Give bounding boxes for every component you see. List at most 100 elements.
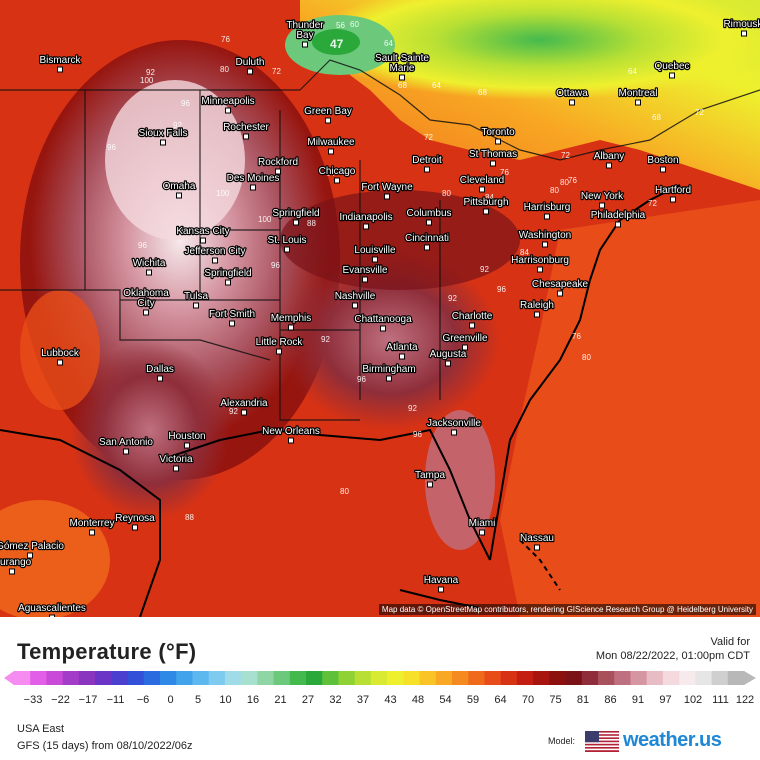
- svg-text:Montreal: Montreal: [619, 88, 658, 99]
- city-springfield: Springfield: [203, 267, 253, 286]
- svg-text:Tulsa: Tulsa: [184, 291, 209, 302]
- isotherm-label: 96: [138, 241, 147, 250]
- scale-tick-label: 27: [301, 694, 315, 706]
- city-green-bay: Green Bay: [303, 105, 353, 124]
- svg-text:Birmingham: Birmingham: [362, 364, 415, 375]
- scale-arrow-left: [4, 671, 14, 685]
- svg-text:Jacksonville: Jacksonville: [427, 418, 481, 429]
- svg-text:Miami: Miami: [469, 518, 496, 529]
- svg-text:Raleigh: Raleigh: [520, 300, 554, 311]
- isotherm-label: 76: [221, 35, 230, 44]
- svg-text:Atlanta: Atlanta: [386, 342, 418, 353]
- scale-tick-label: −11: [106, 694, 125, 706]
- scale-swatch: [435, 671, 453, 685]
- svg-text:Durango: Durango: [0, 557, 32, 568]
- scale-swatch: [46, 671, 64, 685]
- valid-time: Mon 08/22/2022, 01:00pm CDT: [595, 650, 750, 662]
- weather-us-logo[interactable]: weather.us: [623, 729, 722, 751]
- scale-tick-label: 5: [194, 694, 202, 706]
- isotherm-label: 80: [220, 65, 229, 74]
- city-des-moines: Des Moines: [225, 172, 281, 191]
- scale-tick-label: 48: [411, 694, 425, 706]
- isotherm-label: 92: [321, 335, 330, 344]
- scale-tick-label: −22: [51, 694, 70, 706]
- scale-swatch: [224, 671, 242, 685]
- isotherm-label: 72: [648, 199, 657, 208]
- svg-text:San Antonio: San Antonio: [99, 437, 153, 448]
- temp-zone-lubbock: [20, 290, 100, 410]
- city-little-rock: Little Rock: [254, 336, 305, 355]
- scale-swatch: [322, 671, 340, 685]
- scale-swatch: [516, 671, 534, 685]
- isotherm-label: 84: [520, 248, 529, 257]
- city-dallas: Dallas: [145, 363, 175, 382]
- scale-swatch: [111, 671, 129, 685]
- svg-text:Springfield: Springfield: [204, 268, 251, 279]
- temp-zone-mexico: [0, 500, 110, 617]
- svg-text:Des Moines: Des Moines: [227, 173, 280, 184]
- scale-tick-label: 75: [549, 694, 562, 706]
- city-st-thomas: St Thomas: [468, 148, 518, 167]
- svg-text:Jefferson City: Jefferson City: [185, 246, 246, 257]
- scale-tick-label: −17: [78, 694, 98, 706]
- city-san-antonio: San Antonio: [98, 436, 155, 455]
- city-montreal: Montreal: [617, 87, 659, 106]
- city-cincinnati: Cincinnati: [404, 232, 450, 251]
- city-minneapolis: Minneapolis: [200, 95, 256, 114]
- scale-swatch: [208, 671, 226, 685]
- scale-swatch: [598, 671, 615, 685]
- scale-swatch: [500, 671, 518, 685]
- isotherm-label: 60: [350, 20, 359, 29]
- city-tampa: Tampa: [414, 469, 447, 488]
- temperature-map[interactable]: 47 56 60 64 76 80 72 68 64 72 100 92 96 92 68 72 64 72 68 7…: [0, 0, 760, 617]
- svg-text:Omaha: Omaha: [163, 181, 196, 192]
- isotherm-label: 68: [398, 81, 407, 90]
- model-label: Model:: [548, 736, 576, 746]
- svg-text:Rimouski: Rimouski: [723, 19, 760, 30]
- city-ottawa: Ottawa: [555, 87, 589, 106]
- temp-zone-southeast: [280, 250, 500, 430]
- isotherm-label: 76: [500, 168, 509, 177]
- scale-swatch: [78, 671, 96, 685]
- temp-zone-cool-core: [310, 0, 760, 100]
- svg-text:Chesapeake: Chesapeake: [532, 279, 589, 290]
- city-wichita: Wichita: [131, 257, 167, 276]
- city-sioux-falls: Sioux Falls: [137, 127, 189, 146]
- svg-text:Toronto: Toronto: [481, 127, 515, 138]
- isotherm-label: 88: [185, 513, 194, 522]
- isotherm-label: 80: [550, 186, 559, 195]
- svg-text:Dallas: Dallas: [146, 364, 174, 375]
- scale-swatch: [614, 671, 632, 685]
- city-chicago: Chicago: [317, 165, 357, 184]
- temp-zone-plains-core: [105, 80, 245, 240]
- svg-text:Monterrey: Monterrey: [69, 518, 114, 529]
- svg-text:Detroit: Detroit: [412, 155, 442, 166]
- city-rockford: Rockford: [257, 156, 299, 175]
- svg-text:Harrisonburg: Harrisonburg: [511, 255, 569, 266]
- scale-swatch: [662, 671, 680, 685]
- city-philadelphia: Philadelphia: [590, 209, 647, 228]
- svg-text:Green Bay: Green Bay: [304, 106, 352, 117]
- city-victoria: Victoria: [158, 453, 194, 472]
- city-washington: Washington: [518, 229, 572, 248]
- city-duluth: Duluth: [234, 56, 266, 75]
- isotherm-label: 76: [572, 332, 581, 341]
- temp-zone-south-texas: [70, 340, 230, 520]
- scale-swatch: [30, 671, 48, 685]
- isotherm-label: 96: [497, 285, 506, 294]
- map-attribution[interactable]: Map data © OpenStreetMap contributors, r…: [378, 604, 756, 615]
- city-monterrey: Monterrey: [68, 517, 116, 536]
- scale-swatch: [419, 671, 437, 685]
- scale-swatch: [127, 671, 145, 685]
- color-scale-ticks: −33 −22 −17 −11 −6 0 5 10 16 21 27 32 37 43 48 54 59 64 70…: [0, 694, 760, 710]
- svg-text:Milwaukee: Milwaukee: [307, 137, 355, 148]
- isotherm-label: 72: [424, 133, 433, 142]
- city-jefferson-city: Jefferson City: [183, 245, 247, 264]
- svg-text:Nashville: Nashville: [335, 291, 376, 302]
- svg-text:Memphis: Memphis: [271, 313, 312, 324]
- svg-text:Charlotte: Charlotte: [452, 311, 493, 322]
- city-bismarck: Bismarck: [38, 54, 83, 73]
- scale-swatch: [192, 671, 210, 685]
